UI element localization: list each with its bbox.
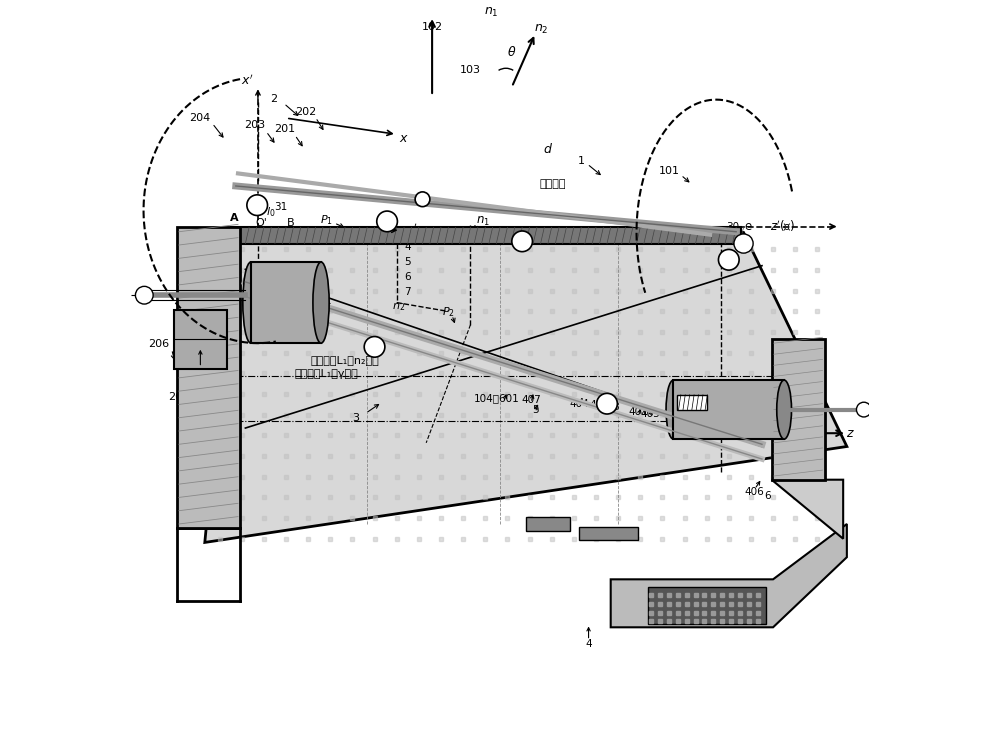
Text: 5: 5 bbox=[404, 257, 411, 267]
Circle shape bbox=[415, 192, 430, 207]
Text: $P_2$: $P_2$ bbox=[442, 306, 455, 319]
Text: 401: 401 bbox=[629, 407, 649, 417]
Circle shape bbox=[247, 195, 268, 215]
Polygon shape bbox=[177, 227, 240, 528]
Text: 红光阵列L₁与γ平行: 红光阵列L₁与γ平行 bbox=[295, 369, 358, 379]
Text: 绿光阵列L₁与n₂平行: 绿光阵列L₁与n₂平行 bbox=[311, 355, 379, 365]
Ellipse shape bbox=[777, 380, 792, 439]
Circle shape bbox=[364, 337, 385, 357]
Text: 0: 0 bbox=[727, 255, 734, 265]
Text: 6: 6 bbox=[764, 491, 770, 501]
Text: $n_1$: $n_1$ bbox=[484, 6, 498, 19]
Circle shape bbox=[597, 393, 617, 414]
Text: 1: 1 bbox=[578, 156, 585, 166]
Text: 3: 3 bbox=[353, 413, 360, 423]
Text: 接地环: 接地环 bbox=[762, 398, 782, 408]
Polygon shape bbox=[174, 310, 227, 369]
Text: $n_2$: $n_2$ bbox=[534, 23, 549, 36]
Text: 30: 30 bbox=[727, 221, 740, 232]
Polygon shape bbox=[231, 227, 741, 244]
Circle shape bbox=[135, 286, 153, 304]
Ellipse shape bbox=[243, 262, 259, 343]
Text: 407: 407 bbox=[521, 395, 541, 405]
Text: 2: 2 bbox=[271, 94, 278, 104]
Ellipse shape bbox=[666, 380, 681, 439]
Text: 403: 403 bbox=[601, 402, 621, 413]
Text: e: e bbox=[744, 220, 752, 233]
Polygon shape bbox=[205, 232, 847, 542]
Bar bbox=[673, 380, 784, 439]
Bar bbox=[579, 527, 638, 540]
Text: $l_0$: $l_0$ bbox=[266, 205, 276, 218]
Text: 202: 202 bbox=[295, 107, 317, 117]
Text: A: A bbox=[230, 213, 239, 223]
Ellipse shape bbox=[313, 262, 329, 343]
Text: $n_2$: $n_2$ bbox=[392, 301, 405, 313]
Text: $d$: $d$ bbox=[543, 142, 553, 156]
Text: 6: 6 bbox=[404, 272, 411, 282]
Text: 103: 103 bbox=[460, 65, 481, 75]
Text: 207: 207 bbox=[168, 392, 190, 402]
Polygon shape bbox=[772, 339, 825, 480]
Text: 204: 204 bbox=[189, 113, 210, 123]
Text: 104，601: 104，601 bbox=[473, 393, 519, 404]
Polygon shape bbox=[677, 395, 707, 410]
Text: 406: 406 bbox=[745, 487, 764, 497]
Circle shape bbox=[377, 211, 397, 232]
Text: $z'$(南): $z'$(南) bbox=[770, 218, 795, 235]
Text: 602: 602 bbox=[210, 395, 232, 405]
Text: 101: 101 bbox=[659, 166, 680, 176]
Text: $x$: $x$ bbox=[399, 131, 409, 145]
Text: O': O' bbox=[256, 218, 268, 228]
Text: 205: 205 bbox=[187, 393, 208, 404]
Text: $\theta$: $\theta$ bbox=[507, 45, 517, 58]
Text: 206: 206 bbox=[148, 339, 170, 349]
Bar bbox=[251, 262, 321, 343]
Bar bbox=[526, 517, 570, 531]
Text: 4: 4 bbox=[585, 638, 592, 649]
Text: 母线标线: 母线标线 bbox=[540, 179, 566, 190]
Text: 5: 5 bbox=[532, 404, 539, 415]
Text: $y'$: $y'$ bbox=[405, 221, 418, 239]
Text: 3: 3 bbox=[404, 229, 411, 239]
Circle shape bbox=[856, 402, 871, 417]
Text: B: B bbox=[287, 218, 295, 228]
Text: $P_1$: $P_1$ bbox=[320, 213, 333, 227]
Polygon shape bbox=[611, 524, 847, 627]
Polygon shape bbox=[648, 587, 766, 624]
Text: 404: 404 bbox=[569, 399, 589, 409]
Text: 4: 4 bbox=[404, 242, 411, 252]
Text: 402: 402 bbox=[590, 400, 610, 410]
Text: $z$: $z$ bbox=[846, 427, 855, 440]
Text: 拉环: 拉环 bbox=[812, 408, 825, 418]
Polygon shape bbox=[772, 480, 843, 539]
Text: $x'$: $x'$ bbox=[241, 74, 253, 89]
Text: 201: 201 bbox=[274, 124, 295, 134]
Text: 31: 31 bbox=[274, 201, 287, 212]
Text: $n_1$: $n_1$ bbox=[476, 215, 490, 228]
Text: 203: 203 bbox=[244, 120, 265, 131]
Circle shape bbox=[734, 234, 753, 253]
Text: 7: 7 bbox=[404, 287, 411, 297]
Text: 405: 405 bbox=[640, 409, 660, 419]
Text: 30: 30 bbox=[251, 199, 264, 210]
Circle shape bbox=[512, 231, 532, 252]
Circle shape bbox=[718, 249, 739, 270]
Text: 102: 102 bbox=[422, 22, 443, 32]
